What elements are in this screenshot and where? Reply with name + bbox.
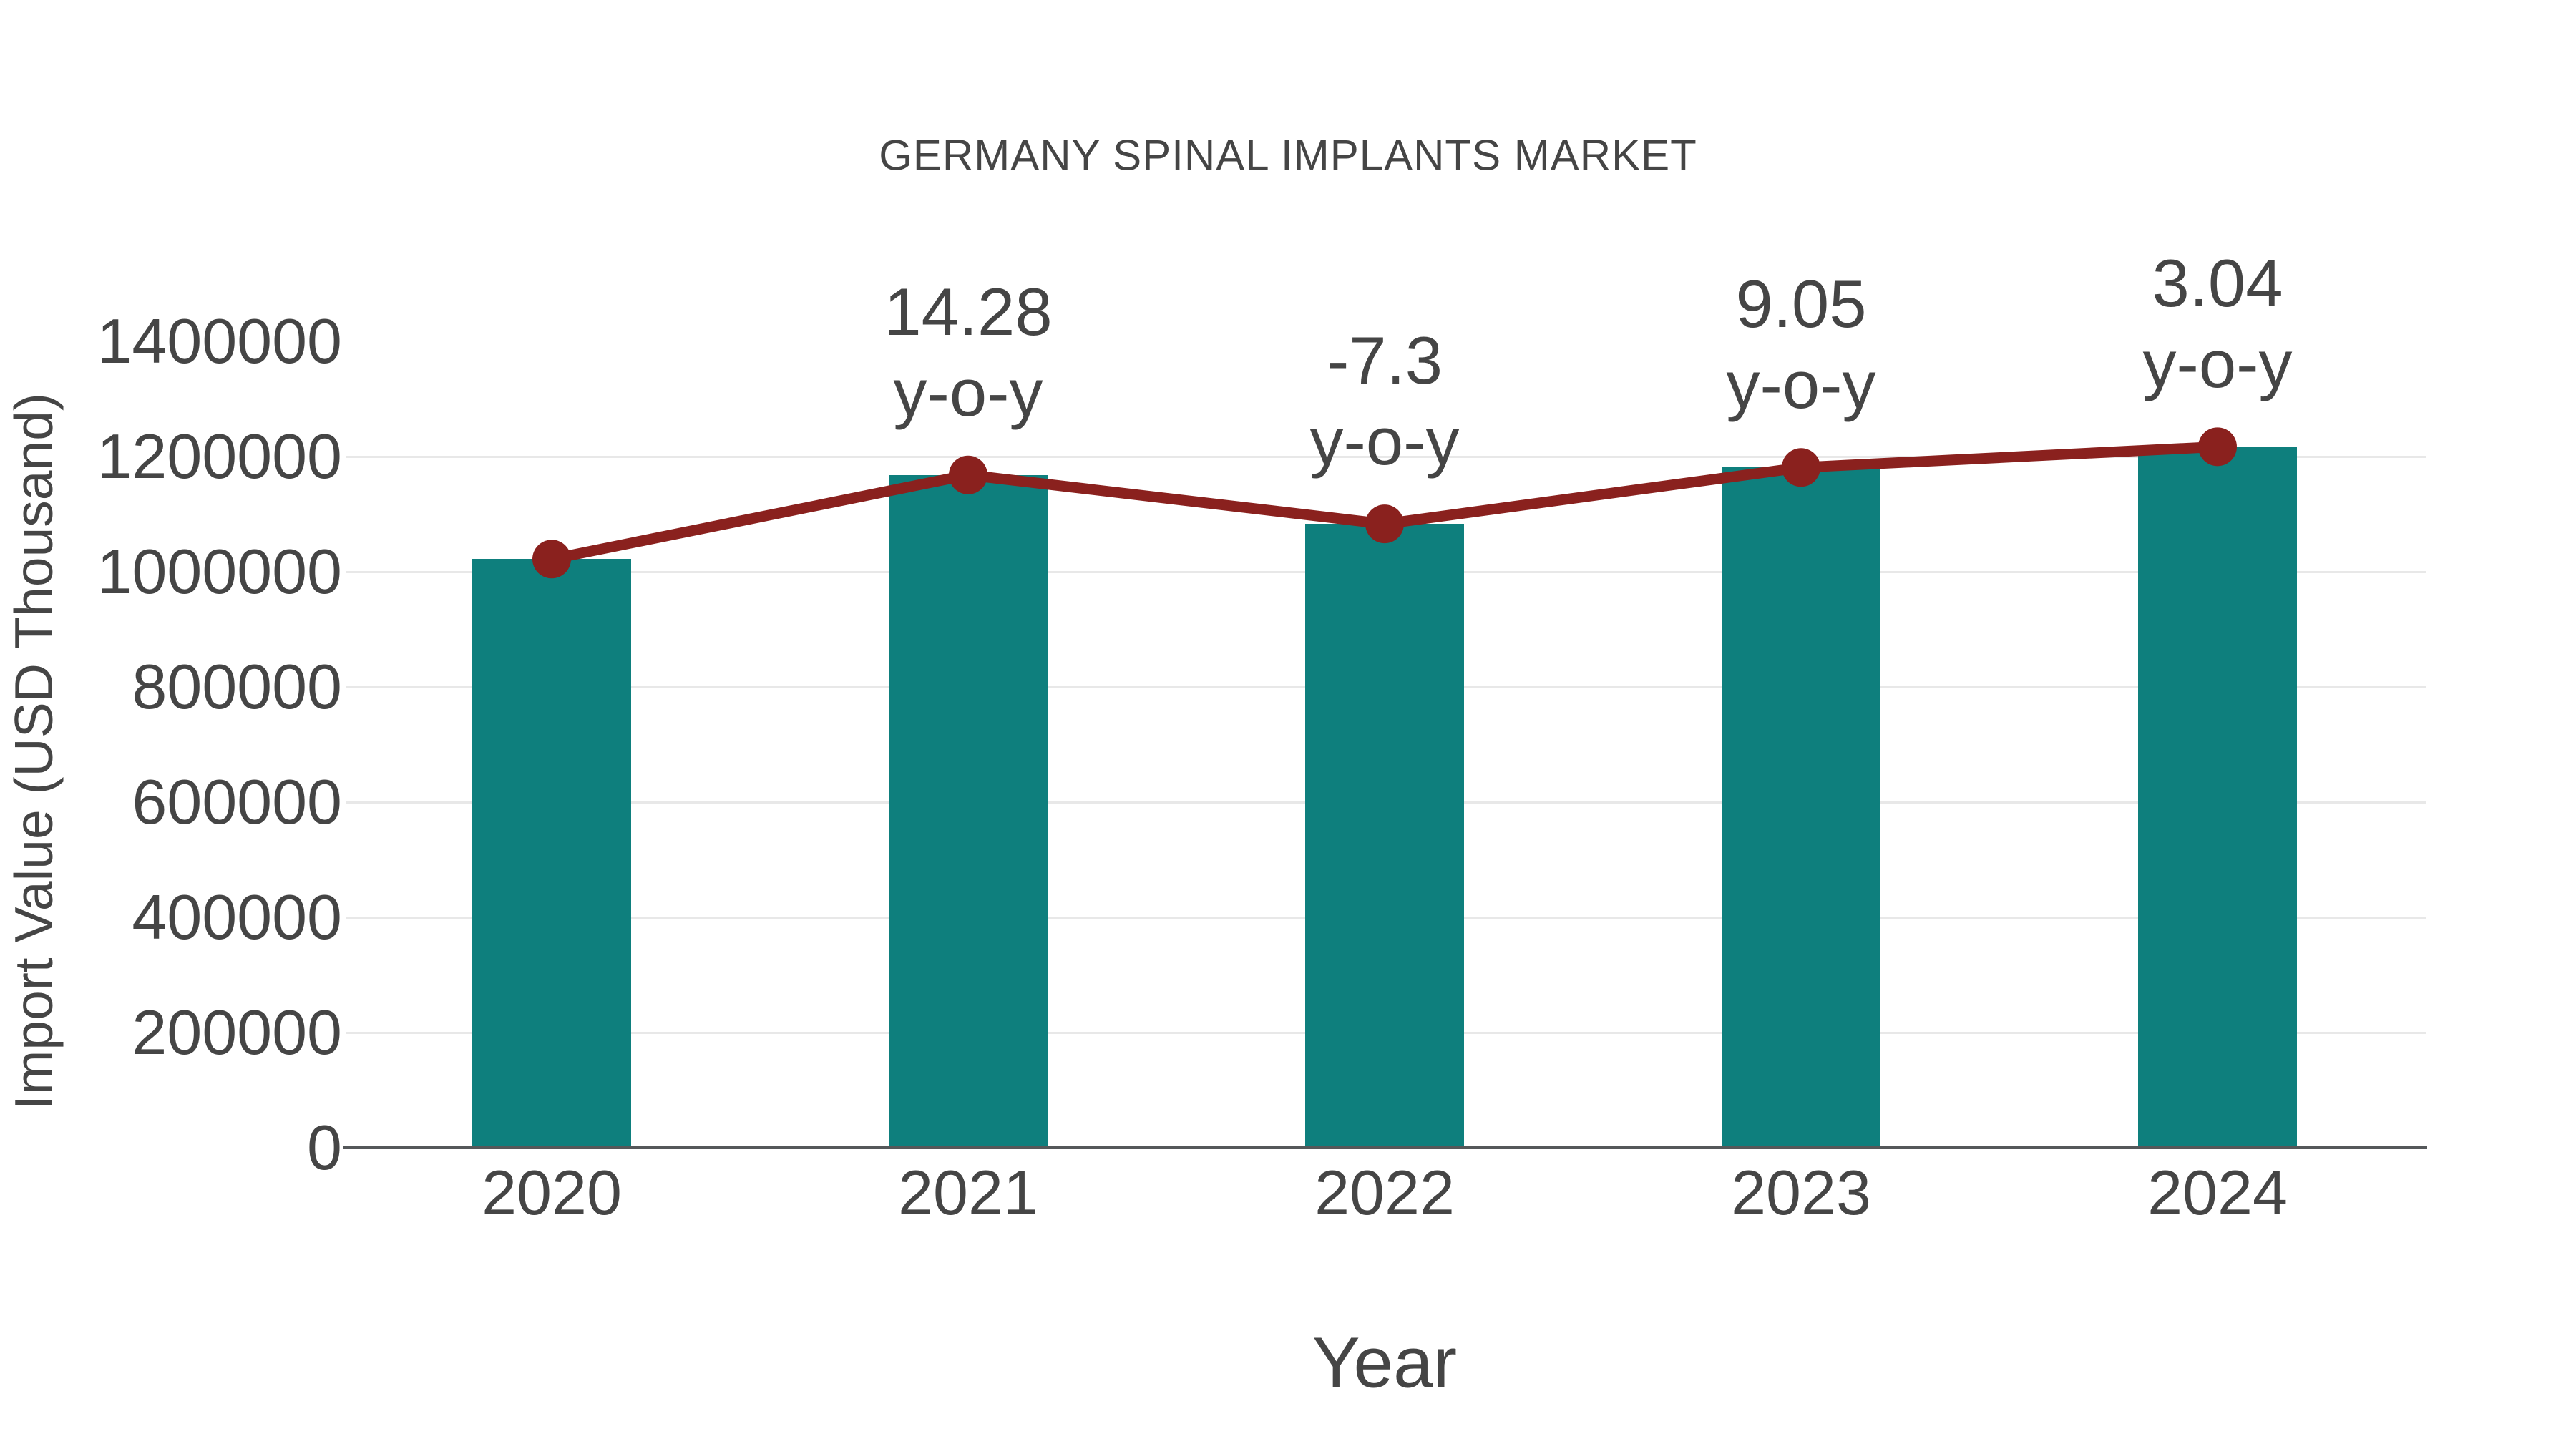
bar-2021	[889, 474, 1048, 1146]
annotation-2024-value: 3.04	[2152, 245, 2283, 321]
bar-2022	[1305, 524, 1464, 1146]
annotation-2024-suffix: y-o-y	[2142, 326, 2293, 402]
y-tick-1000000: 1000000	[97, 536, 342, 607]
y-tick-1200000: 1200000	[97, 421, 342, 492]
y-tick-1400000: 1400000	[97, 306, 342, 376]
x-axis-title: Year	[1312, 1322, 1458, 1403]
y-tick-600000: 600000	[132, 766, 342, 837]
y-tick-800000: 800000	[132, 651, 342, 722]
x-tick-2024: 2024	[2147, 1157, 2288, 1228]
x-tick-2022: 2022	[1314, 1157, 1455, 1228]
x-axis-line	[343, 1146, 2427, 1149]
bar-2023	[1722, 467, 1880, 1146]
annotation-2022-value: -7.3	[1327, 323, 1443, 399]
annotation-2021-suffix: y-o-y	[893, 354, 1043, 430]
annotation-2023-value: 9.05	[1735, 266, 1867, 342]
x-tick-2020: 2020	[482, 1157, 622, 1228]
y-axis-title: Import Value (USD Thousand)	[4, 393, 64, 1110]
y-tick-0: 0	[307, 1112, 342, 1183]
y-tick-200000: 200000	[132, 997, 342, 1068]
bar-2020	[472, 559, 631, 1146]
y-tick-400000: 400000	[132, 882, 342, 952]
x-tick-2021: 2021	[898, 1157, 1038, 1228]
chart-title: GERMANY SPINAL IMPLANTS MARKET	[879, 131, 1697, 180]
annotation-2021-value: 14.28	[884, 273, 1053, 349]
annotation-2022-suffix: y-o-y	[1309, 404, 1460, 479]
x-tick-2023: 2023	[1731, 1157, 1871, 1228]
bar-2024	[2138, 447, 2297, 1146]
annotation-2023-suffix: y-o-y	[1726, 347, 1876, 423]
